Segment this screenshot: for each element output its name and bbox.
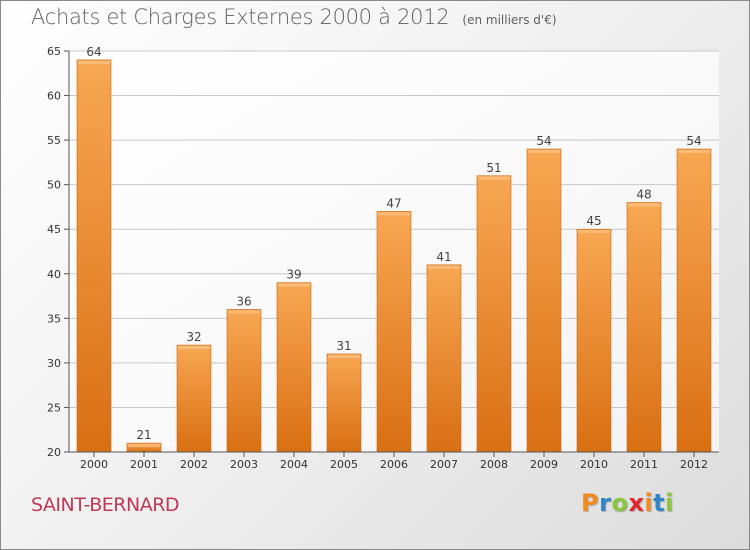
x-tick-label: 2006 — [380, 458, 408, 471]
y-tick-label: 55 — [47, 134, 61, 147]
bar — [176, 344, 212, 453]
bar-highlight — [128, 444, 160, 448]
proxiti-logo: Proxiti — [581, 489, 674, 517]
bar-group: 39 — [276, 268, 312, 453]
bar — [526, 148, 562, 453]
y-tick-label: 45 — [47, 223, 61, 236]
bar-group: 51 — [476, 161, 512, 453]
bar — [426, 264, 462, 453]
bar — [76, 59, 112, 453]
data-label: 48 — [636, 187, 651, 201]
bar — [676, 148, 712, 453]
data-label: 64 — [86, 45, 101, 59]
bar-group: 36 — [226, 294, 262, 453]
x-tick-label: 2002 — [180, 458, 208, 471]
x-tick-label: 2007 — [430, 458, 458, 471]
bar-highlight — [628, 203, 660, 207]
bar-highlight — [578, 230, 610, 234]
y-tick-label: 20 — [47, 446, 61, 459]
x-tick-label: 2003 — [230, 458, 258, 471]
x-tick-label: 2004 — [280, 458, 308, 471]
x-tick-label: 2009 — [530, 458, 558, 471]
bar-group: 54 — [676, 134, 712, 453]
data-label: 21 — [136, 428, 151, 442]
bar — [376, 211, 412, 453]
data-label: 54 — [536, 134, 551, 148]
chart-unit: (en milliers d'€) — [462, 13, 557, 27]
bar — [326, 353, 362, 453]
bar-highlight — [478, 176, 510, 180]
bar-highlight — [328, 354, 360, 358]
bars: 64 21 32 36 39 31 47 41 51 54 45 48 54 — [76, 45, 712, 453]
bar-group: 45 — [576, 214, 612, 453]
bar — [476, 175, 512, 453]
y-tick-label: 50 — [47, 179, 61, 192]
data-label: 47 — [386, 196, 401, 210]
data-label: 32 — [186, 330, 201, 344]
y-tick-label: 25 — [47, 401, 61, 414]
x-tick-label: 2000 — [80, 458, 108, 471]
bar — [626, 202, 662, 453]
bar-group: 21 — [126, 428, 162, 453]
bar-highlight — [228, 310, 260, 314]
bar-group: 47 — [376, 196, 412, 453]
bar-highlight — [178, 346, 210, 350]
data-label: 39 — [286, 268, 301, 282]
data-label: 45 — [586, 214, 601, 228]
bar-highlight — [78, 60, 110, 64]
x-tick-label: 2010 — [580, 458, 608, 471]
bar-highlight — [528, 150, 560, 154]
bar-group: 31 — [326, 339, 362, 453]
bar — [576, 228, 612, 453]
y-tick-label: 65 — [47, 45, 61, 58]
y-tick-label: 60 — [47, 90, 61, 103]
commune-name: SAINT-BERNARD — [31, 494, 180, 516]
data-label: 36 — [236, 294, 251, 308]
bar-group: 32 — [176, 330, 212, 453]
bar-highlight — [378, 212, 410, 216]
bar-highlight — [278, 283, 310, 287]
y-tick-label: 35 — [47, 312, 61, 325]
title-block: Achats et Charges Externes 2000 à 2012 (… — [31, 5, 557, 29]
bar-group: 54 — [526, 134, 562, 453]
y-tick-label: 30 — [47, 357, 61, 370]
data-label: 31 — [336, 339, 351, 353]
data-label: 51 — [486, 161, 501, 175]
x-tick-label: 2011 — [630, 458, 658, 471]
x-tick-label: 2012 — [680, 458, 708, 471]
bar-highlight — [428, 265, 460, 269]
x-tick-label: 2008 — [480, 458, 508, 471]
chart-title: Achats et Charges Externes 2000 à 2012 — [31, 5, 450, 29]
bar-group: 64 — [76, 45, 112, 453]
bar — [226, 309, 262, 453]
x-tick-label: 2005 — [330, 458, 358, 471]
bar — [276, 282, 312, 453]
bar-highlight — [678, 150, 710, 154]
bar-group: 41 — [426, 250, 462, 453]
axes: 20 25 30 35 40 45 50 55 60 65 2000 2001 2002 2003 2004… — [47, 45, 719, 471]
y-tick-label: 40 — [47, 268, 61, 281]
data-label: 41 — [436, 250, 451, 264]
data-label: 54 — [686, 134, 701, 148]
bar-group: 48 — [626, 187, 662, 453]
x-tick-label: 2001 — [130, 458, 158, 471]
